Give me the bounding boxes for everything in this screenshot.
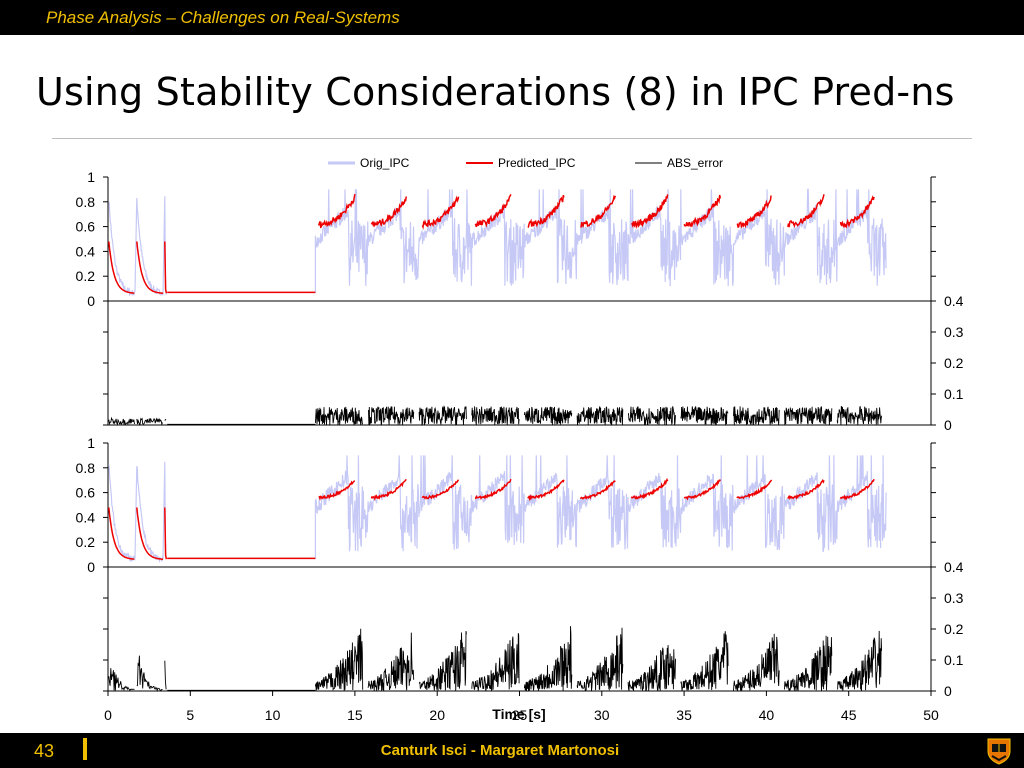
x-tick-label: 30 [594, 707, 610, 723]
x-tick-label: 20 [429, 707, 445, 723]
error-tick-label: 0.4 [944, 559, 964, 575]
ipc-tick-label: 0.6 [76, 219, 96, 235]
slide-title: Using Stability Considerations (8) in IP… [36, 70, 955, 114]
error-tick-label: 0.2 [944, 621, 964, 637]
legend-label-pred: Predicted_IPC [498, 156, 576, 170]
error-tick-label: 0.3 [944, 590, 964, 606]
predicted-ipc-series [108, 193, 875, 294]
slide-number: 43 [34, 741, 55, 761]
ipc-tick-label: 1 [87, 435, 95, 451]
header-title: Phase Analysis – Challenges on Real-Syst… [46, 8, 400, 27]
error-tick-label: 0 [944, 417, 952, 433]
error-tick-label: 0.3 [944, 324, 964, 340]
error-tick-label: 0.2 [944, 355, 964, 371]
header-bar: Phase Analysis – Challenges on Real-Syst… [0, 0, 1024, 35]
error-tick-label: 0.1 [944, 652, 964, 668]
abs-error-series [108, 626, 883, 692]
x-tick-label: 10 [265, 707, 281, 723]
legend-label-error: ABS_error [667, 156, 723, 170]
footer-divider [83, 738, 87, 760]
x-tick-label: 35 [676, 707, 692, 723]
orig-ipc-series [108, 188, 887, 297]
x-tick-label: 0 [104, 707, 112, 723]
chart-panel-1: 0 0.2 0.4 0.6 0.8 1 0 0.1 0.2 0.3 0.4 [76, 169, 964, 433]
ipc-tick-label: 1 [87, 169, 95, 185]
x-tick-label: 25 [512, 707, 528, 723]
footer-bar: 43 Canturk Isci - Margaret Martonosi [0, 733, 1024, 768]
ipc-tick-label: 0.2 [76, 534, 96, 550]
university-crest-icon [987, 738, 1011, 765]
plot-area: 00.20.40.60.8100.10.20.30.400.20.40.60.8… [76, 169, 964, 723]
footer-authors: Canturk Isci - Margaret Martonosi [380, 742, 620, 759]
ipc-tick-label: 0.4 [76, 509, 96, 525]
ipc-prediction-chart: Orig_IPC Predicted_IPC ABS_error 0 0.2 0.4… [76, 156, 964, 723]
x-tick-label: 40 [759, 707, 775, 723]
x-axis-label: Time [s] [492, 706, 545, 722]
ipc-tick-label: 0 [87, 293, 95, 309]
ipc-tick-label: 0 [87, 559, 95, 575]
title-divider [52, 138, 972, 139]
ipc-tick-label: 0.4 [76, 243, 96, 259]
x-tick-label: 45 [841, 707, 857, 723]
predicted-ipc-series [108, 477, 875, 560]
ipc-tick-label: 0.6 [76, 485, 96, 501]
x-tick-label: 5 [186, 707, 194, 723]
orig-ipc-series [108, 455, 887, 564]
error-tick-label: 0.1 [944, 386, 964, 402]
ipc-tick-label: 0.2 [76, 268, 96, 284]
legend-label-orig: Orig_IPC [360, 156, 410, 170]
ipc-tick-label: 0.8 [76, 460, 96, 476]
error-tick-label: 0.4 [944, 293, 964, 309]
ipc-tick-label: 0.8 [76, 194, 96, 210]
chart-legend: Orig_IPC Predicted_IPC ABS_error [328, 156, 723, 170]
error-tick-label: 0 [944, 683, 952, 699]
abs-error-series [108, 405, 883, 427]
x-tick-label: 50 [923, 707, 939, 723]
x-tick-label: 15 [347, 707, 363, 723]
chart-panel-2: 0 0.2 0.4 0.6 0.8 1 0 0.1 0.2 0.3 0.4 [76, 435, 964, 699]
